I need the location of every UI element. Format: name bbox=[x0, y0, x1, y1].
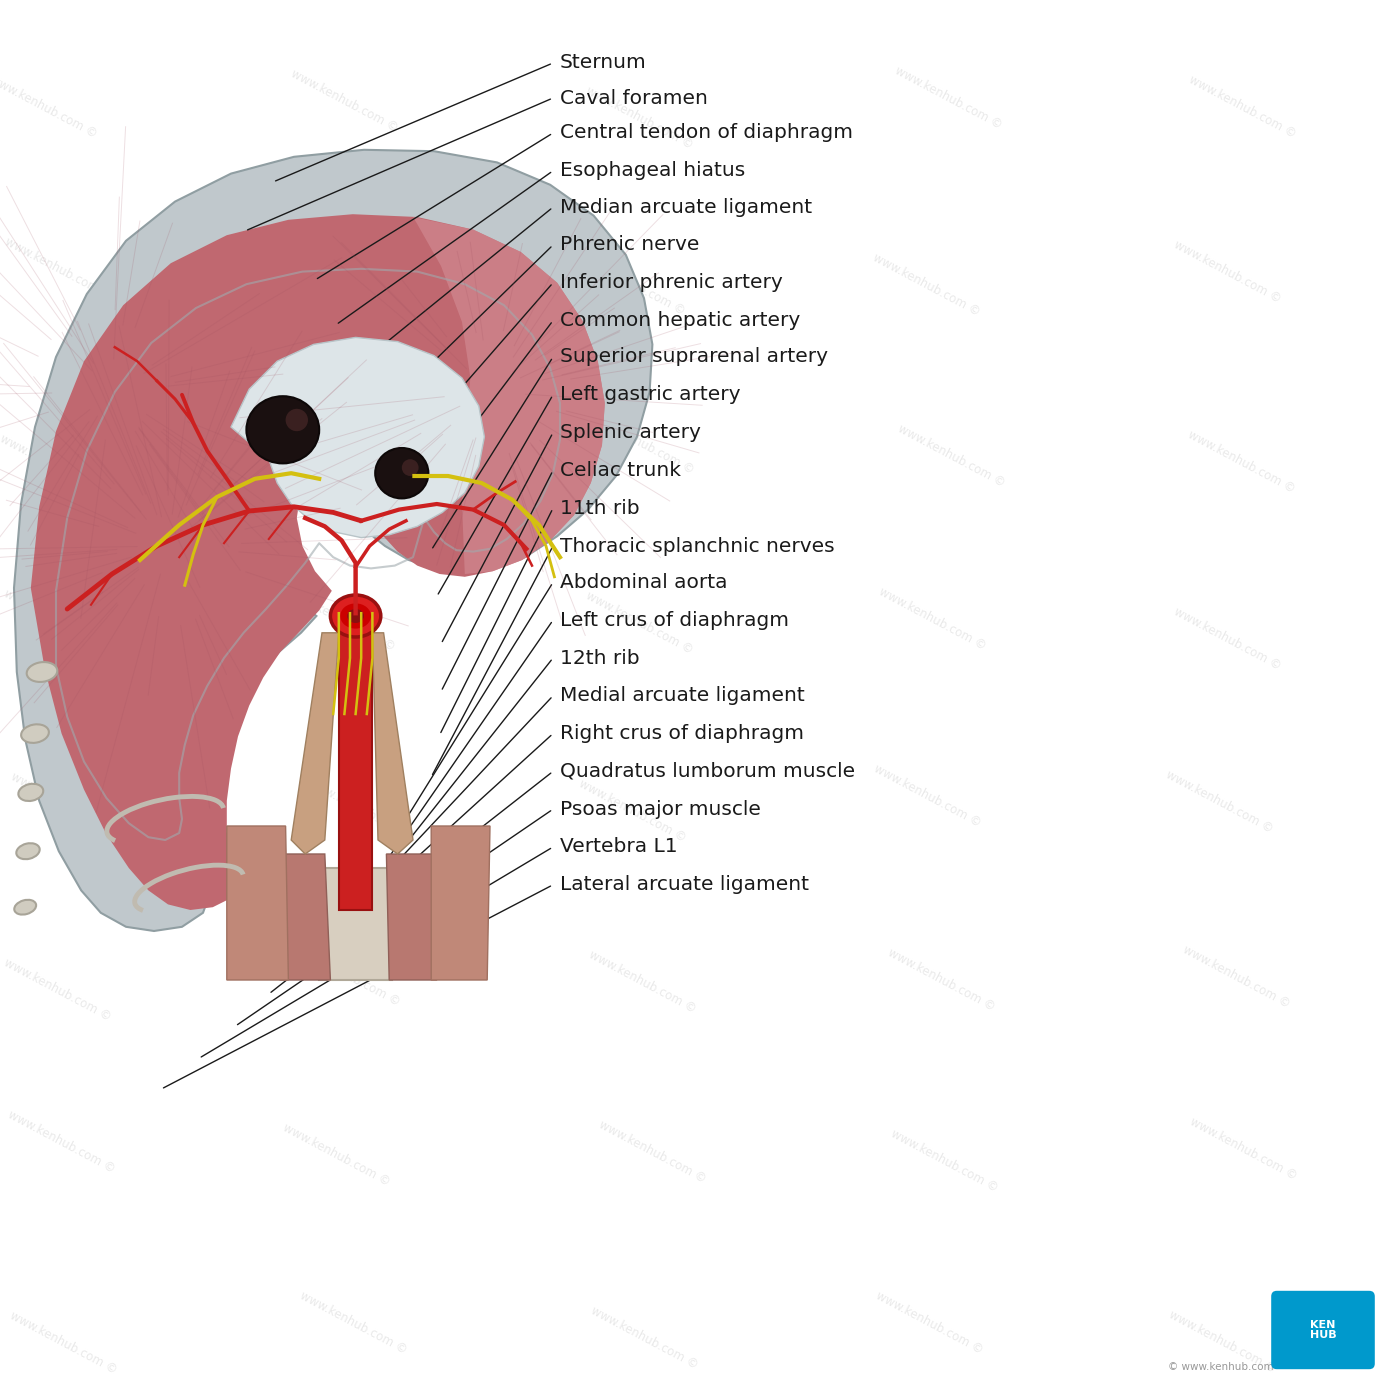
Text: www.kenhub.com ©: www.kenhub.com © bbox=[1168, 1308, 1278, 1375]
Text: www.kenhub.com ©: www.kenhub.com © bbox=[1, 587, 113, 655]
Text: Central tendon of diaphragm: Central tendon of diaphragm bbox=[560, 123, 853, 143]
Text: Left gastric artery: Left gastric artery bbox=[560, 385, 741, 405]
Ellipse shape bbox=[21, 724, 49, 743]
Text: Superior suprarenal artery: Superior suprarenal artery bbox=[560, 347, 827, 367]
Text: Thoracic splanchnic nerves: Thoracic splanchnic nerves bbox=[560, 536, 834, 556]
Text: www.kenhub.com ©: www.kenhub.com © bbox=[585, 409, 697, 476]
Polygon shape bbox=[372, 633, 413, 854]
Text: www.kenhub.com ©: www.kenhub.com © bbox=[291, 941, 402, 1009]
Text: www.kenhub.com ©: www.kenhub.com © bbox=[1172, 606, 1282, 673]
Text: Splenic artery: Splenic artery bbox=[560, 423, 701, 442]
Polygon shape bbox=[231, 337, 484, 538]
Text: www.kenhub.com ©: www.kenhub.com © bbox=[1187, 1116, 1299, 1183]
Text: Lateral arcuate ligament: Lateral arcuate ligament bbox=[560, 875, 809, 895]
Circle shape bbox=[286, 409, 308, 431]
Text: www.kenhub.com ©: www.kenhub.com © bbox=[1163, 767, 1275, 836]
Text: www.kenhub.com ©: www.kenhub.com © bbox=[577, 777, 689, 844]
Polygon shape bbox=[339, 623, 372, 910]
Text: www.kenhub.com ©: www.kenhub.com © bbox=[280, 1121, 392, 1189]
Text: Abdominal aorta: Abdominal aorta bbox=[560, 573, 728, 592]
Ellipse shape bbox=[330, 595, 381, 637]
Text: www.kenhub.com ©: www.kenhub.com © bbox=[295, 244, 407, 311]
Text: www.kenhub.com ©: www.kenhub.com © bbox=[588, 1303, 700, 1372]
Text: www.kenhub.com ©: www.kenhub.com © bbox=[1186, 428, 1296, 496]
Polygon shape bbox=[386, 854, 437, 980]
Polygon shape bbox=[291, 633, 339, 854]
Text: Esophageal hiatus: Esophageal hiatus bbox=[560, 161, 745, 181]
Text: Inferior phrenic artery: Inferior phrenic artery bbox=[560, 273, 783, 293]
Text: www.kenhub.com ©: www.kenhub.com © bbox=[587, 948, 699, 1015]
Text: www.kenhub.com ©: www.kenhub.com © bbox=[8, 770, 120, 839]
Text: Left crus of diaphragm: Left crus of diaphragm bbox=[560, 610, 790, 630]
Text: www.kenhub.com ©: www.kenhub.com © bbox=[584, 589, 696, 657]
Polygon shape bbox=[280, 854, 330, 980]
Text: Vertebra L1: Vertebra L1 bbox=[560, 837, 678, 857]
Text: www.kenhub.com ©: www.kenhub.com © bbox=[1180, 944, 1292, 1011]
Polygon shape bbox=[431, 826, 490, 980]
Polygon shape bbox=[413, 217, 605, 574]
Ellipse shape bbox=[18, 784, 43, 801]
Text: www.kenhub.com ©: www.kenhub.com © bbox=[286, 587, 398, 654]
Text: www.kenhub.com ©: www.kenhub.com © bbox=[584, 84, 696, 151]
Text: Caval foramen: Caval foramen bbox=[560, 88, 708, 108]
Text: www.kenhub.com ©: www.kenhub.com © bbox=[288, 67, 400, 134]
Ellipse shape bbox=[347, 609, 364, 623]
Polygon shape bbox=[31, 214, 605, 910]
Text: © www.kenhub.com: © www.kenhub.com bbox=[1169, 1362, 1274, 1372]
Text: www.kenhub.com ©: www.kenhub.com © bbox=[874, 1289, 986, 1357]
Text: www.kenhub.com ©: www.kenhub.com © bbox=[896, 423, 1008, 490]
Text: Right crus of diaphragm: Right crus of diaphragm bbox=[560, 724, 804, 743]
Text: www.kenhub.com ©: www.kenhub.com © bbox=[304, 431, 414, 498]
Text: Common hepatic artery: Common hepatic artery bbox=[560, 311, 801, 330]
Text: www.kenhub.com ©: www.kenhub.com © bbox=[0, 433, 109, 500]
Text: Sternum: Sternum bbox=[560, 53, 647, 73]
Text: www.kenhub.com ©: www.kenhub.com © bbox=[1172, 238, 1282, 307]
Ellipse shape bbox=[375, 448, 428, 498]
Ellipse shape bbox=[14, 900, 36, 914]
Text: www.kenhub.com ©: www.kenhub.com © bbox=[871, 762, 983, 830]
Text: Medial arcuate ligament: Medial arcuate ligament bbox=[560, 686, 805, 706]
Text: www.kenhub.com ©: www.kenhub.com © bbox=[305, 776, 417, 844]
Ellipse shape bbox=[246, 396, 319, 463]
Text: www.kenhub.com ©: www.kenhub.com © bbox=[1, 956, 113, 1023]
Text: Celiac trunk: Celiac trunk bbox=[560, 461, 680, 480]
Ellipse shape bbox=[340, 603, 371, 629]
Polygon shape bbox=[319, 868, 392, 980]
Text: www.kenhub.com ©: www.kenhub.com © bbox=[893, 64, 1004, 132]
Polygon shape bbox=[14, 150, 652, 931]
Text: Phrenic nerve: Phrenic nerve bbox=[560, 235, 700, 255]
Text: www.kenhub.com ©: www.kenhub.com © bbox=[876, 585, 988, 652]
FancyBboxPatch shape bbox=[1271, 1291, 1375, 1369]
Text: www.kenhub.com ©: www.kenhub.com © bbox=[0, 73, 99, 141]
Text: www.kenhub.com ©: www.kenhub.com © bbox=[8, 1309, 119, 1378]
Text: 11th rib: 11th rib bbox=[560, 498, 640, 518]
Text: www.kenhub.com ©: www.kenhub.com © bbox=[596, 1119, 708, 1186]
Text: www.kenhub.com ©: www.kenhub.com © bbox=[6, 1109, 118, 1176]
Text: Median arcuate ligament: Median arcuate ligament bbox=[560, 197, 812, 217]
Text: www.kenhub.com ©: www.kenhub.com © bbox=[1187, 74, 1298, 141]
Polygon shape bbox=[227, 826, 288, 980]
Text: www.kenhub.com ©: www.kenhub.com © bbox=[871, 252, 981, 319]
Text: www.kenhub.com ©: www.kenhub.com © bbox=[885, 946, 997, 1014]
Text: www.kenhub.com ©: www.kenhub.com © bbox=[889, 1127, 1000, 1194]
Circle shape bbox=[402, 459, 419, 476]
Ellipse shape bbox=[17, 843, 39, 860]
Ellipse shape bbox=[27, 662, 57, 682]
Text: Quadratus lumborum muscle: Quadratus lumborum muscle bbox=[560, 762, 855, 781]
Text: 12th rib: 12th rib bbox=[560, 648, 640, 668]
Text: www.kenhub.com ©: www.kenhub.com © bbox=[575, 251, 687, 318]
Text: KEN
HUB: KEN HUB bbox=[1309, 1320, 1337, 1340]
Text: www.kenhub.com ©: www.kenhub.com © bbox=[298, 1289, 410, 1357]
Text: Psoas major muscle: Psoas major muscle bbox=[560, 799, 760, 819]
Text: www.kenhub.com ©: www.kenhub.com © bbox=[3, 235, 115, 302]
